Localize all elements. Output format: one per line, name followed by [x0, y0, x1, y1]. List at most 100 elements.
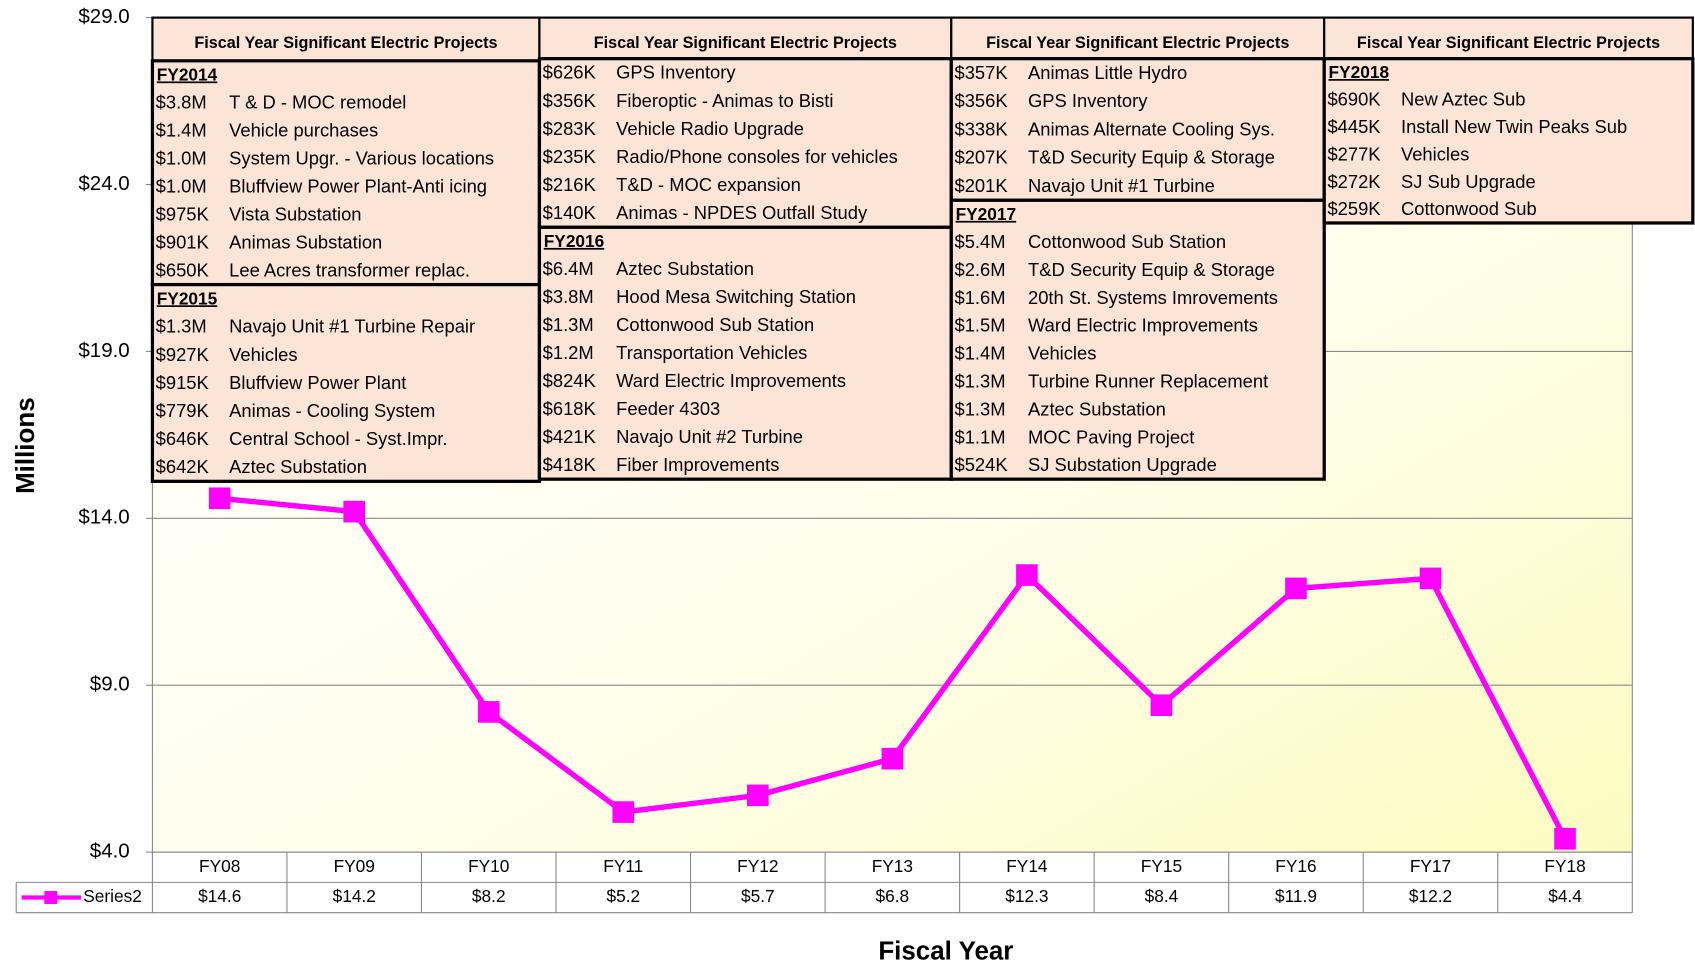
data-label: $8.4 — [1145, 886, 1179, 906]
project-name: New Aztec Sub — [1401, 89, 1526, 110]
data-label: $8.2 — [472, 886, 506, 906]
project-amount: $779K — [156, 400, 210, 421]
project-name: Navajo Unit #1 Turbine — [1028, 175, 1215, 196]
x-tick-label: FY09 — [334, 856, 375, 876]
data-point — [343, 500, 366, 523]
y-tick-label: $14.0 — [78, 506, 129, 529]
project-box — [150, 282, 542, 483]
project-name: T&D - MOC expansion — [616, 174, 801, 195]
project-name: Hood Mesa Switching Station — [616, 286, 856, 307]
project-amount: $618K — [543, 398, 597, 419]
project-amount: $356K — [955, 90, 1009, 111]
project-amount: $524K — [955, 454, 1009, 475]
project-name: Navajo Unit #1 Turbine Repair — [229, 316, 475, 337]
box-header — [1323, 16, 1694, 60]
x-tick-label: FY18 — [1544, 856, 1585, 876]
project-name: GPS Inventory — [1028, 90, 1148, 111]
project-amount: $272K — [1327, 171, 1381, 192]
project-name: Feeder 4303 — [616, 398, 720, 419]
project-name: T&D Security Equip & Storage — [1028, 147, 1275, 168]
x-tick-label: FY11 — [603, 856, 643, 876]
project-name: System Upgr. - Various locations — [229, 148, 494, 169]
project-amount: $356K — [543, 90, 597, 111]
project-amount: $1.3M — [543, 314, 594, 335]
project-name: Cottonwood Sub Station — [1028, 231, 1226, 252]
project-amount: $642K — [156, 456, 210, 477]
project-name: Vehicles — [229, 344, 297, 365]
data-label: $5.2 — [606, 886, 640, 906]
project-amount: $235K — [543, 146, 597, 167]
data-label: $12.2 — [1409, 886, 1452, 906]
box-header-text: Fiscal Year Significant Electric Project… — [1357, 34, 1660, 52]
project-amount: $1.0M — [156, 148, 207, 169]
x-tick-label: FY16 — [1275, 856, 1316, 876]
project-name: SJ Sub Upgrade — [1401, 171, 1536, 192]
project-amount: $283K — [543, 118, 597, 139]
x-tick-label: FY08 — [199, 856, 240, 876]
project-amount: $646K — [156, 428, 210, 449]
project-name: Radio/Phone consoles for vehicles — [616, 146, 898, 167]
y-tick-label: $4.0 — [90, 840, 130, 863]
box-header — [538, 16, 953, 60]
x-tick-label: FY12 — [737, 856, 778, 876]
project-name: Cottonwood Sub Station — [616, 314, 814, 335]
data-point — [881, 747, 904, 770]
y-tick-label: $19.0 — [78, 339, 129, 362]
project-name: Animas - NPDES Outfall Study — [616, 202, 868, 223]
project-amount: $901K — [156, 232, 210, 253]
project-name: Cottonwood Sub — [1401, 198, 1537, 219]
project-amount: $650K — [156, 260, 210, 281]
project-name: SJ Substation Upgrade — [1028, 454, 1217, 475]
project-amount: $6.4M — [543, 258, 594, 279]
data-point — [612, 801, 635, 823]
project-box — [537, 225, 953, 481]
section-year: FY2015 — [157, 288, 218, 308]
project-name: Animas Alternate Cooling Sys. — [1028, 118, 1275, 139]
box-header-text: Fiscal Year Significant Electric Project… — [986, 34, 1289, 52]
project-amount: $216K — [543, 174, 597, 195]
project-name: Central School - Syst.Impr. — [229, 428, 447, 449]
project-amount: $140K — [543, 202, 597, 223]
data-point — [1285, 577, 1307, 600]
project-amount: $5.4M — [955, 231, 1006, 252]
data-point — [747, 784, 769, 807]
x-axis-title: Fiscal Year — [878, 938, 1013, 966]
x-tick-label: FY17 — [1410, 856, 1451, 876]
box-header — [950, 16, 1326, 60]
project-amount: $338K — [955, 118, 1009, 139]
box-header-text: Fiscal Year Significant Electric Project… — [194, 34, 497, 52]
project-amount: $1.0M — [156, 176, 207, 197]
project-amount: $445K — [1327, 116, 1381, 137]
x-tick-label: FY13 — [872, 856, 913, 876]
project-name: Animas Little Hydro — [1028, 62, 1187, 83]
project-name: Fiber Improvements — [616, 454, 779, 475]
project-name: Fiberoptic - Animas to Bisti — [616, 90, 833, 111]
project-name: Turbine Runner Replacement — [1028, 371, 1268, 392]
project-amount: $2.6M — [955, 259, 1006, 280]
project-amount: $1.4M — [156, 120, 207, 141]
project-name: MOC Paving Project — [1028, 426, 1194, 447]
project-amount: $1.1M — [955, 426, 1006, 447]
x-tick-label: FY14 — [1006, 856, 1048, 876]
data-point — [1150, 694, 1173, 717]
data-label: $12.3 — [1005, 886, 1048, 906]
data-point — [477, 701, 500, 723]
project-box — [949, 198, 1326, 481]
data-label: $14.6 — [198, 886, 241, 906]
project-name: Navajo Unit #2 Turbine — [616, 426, 803, 447]
project-amount: $3.8M — [543, 286, 594, 307]
data-label: $11.9 — [1275, 886, 1317, 906]
project-name: Aztec Substation — [1028, 398, 1166, 419]
project-amount: $277K — [1327, 143, 1381, 164]
project-name: Ward Electric Improvements — [1028, 315, 1258, 336]
project-box — [537, 57, 953, 229]
project-amount: $626K — [543, 62, 597, 83]
box-header-text: Fiscal Year Significant Electric Project… — [594, 34, 897, 52]
project-name: Vehicles — [1028, 343, 1096, 364]
project-amount: $207K — [955, 147, 1009, 168]
project-name: GPS Inventory — [616, 62, 736, 83]
project-amount: $915K — [156, 372, 210, 393]
project-amount: $1.5M — [955, 315, 1006, 336]
project-amount: $1.2M — [543, 342, 594, 363]
x-tick-label: FY10 — [468, 856, 509, 876]
